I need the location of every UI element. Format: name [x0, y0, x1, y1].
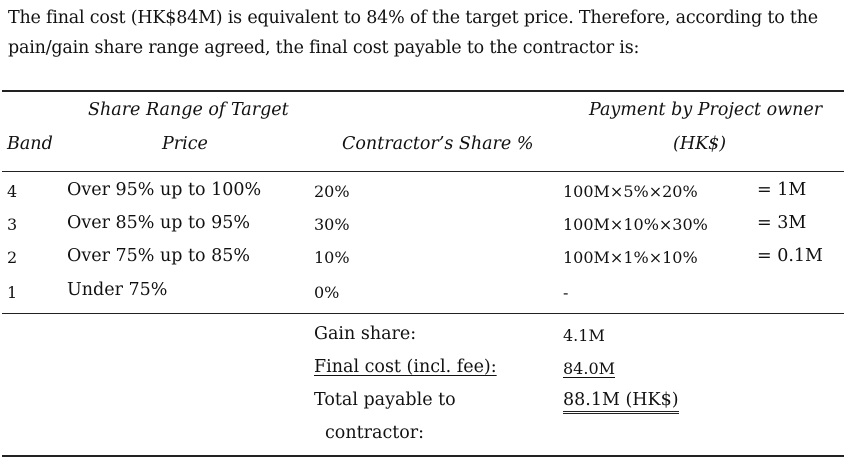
row-1-range: Under 75%: [67, 280, 168, 300]
body-bottom-rule: [2, 313, 844, 314]
row-4-result: = 1M: [757, 180, 807, 200]
intro-line-2: pain/gain share range agreed, the final …: [8, 38, 640, 58]
row-2-share: 10%: [314, 248, 350, 267]
header-share: Contractor’s Share %: [342, 134, 534, 154]
gain-share-label: Gain share:: [314, 324, 417, 344]
header-payment-line1: Payment by Project owner: [589, 100, 823, 120]
total-payable-label-line1: Total payable to: [314, 390, 456, 410]
table-top-rule: [2, 90, 844, 92]
header-range-line1: Share Range of Target: [88, 100, 289, 120]
intro-paragraph: The final cost (HK$84M) is equivalent to…: [8, 3, 843, 63]
total-payable-label-line2: contractor:: [325, 423, 425, 443]
row-3-band: 3: [7, 215, 18, 234]
final-cost-label: Final cost (incl. fee):: [314, 357, 497, 377]
row-4-calc: 100M×5%×20%: [563, 182, 698, 201]
row-3-range: Over 85% up to 95%: [67, 213, 251, 233]
total-payable-value: 88.1M (HK$): [563, 390, 679, 414]
row-1-share: 0%: [314, 283, 340, 302]
row-1-band: 1: [7, 283, 18, 302]
row-4-share: 20%: [314, 182, 350, 201]
row-2-calc: 100M×1%×10%: [563, 248, 698, 267]
row-3-share: 30%: [314, 215, 350, 234]
row-2-range: Over 75% up to 85%: [67, 246, 251, 266]
row-3-result: = 3M: [757, 213, 807, 233]
table-bottom-rule: [2, 455, 844, 457]
header-bottom-rule: [2, 171, 844, 172]
row-2-result: = 0.1M: [757, 246, 823, 266]
row-3-calc: 100M×10%×30%: [563, 215, 708, 234]
gain-share-value: 4.1M: [563, 326, 605, 345]
row-2-band: 2: [7, 248, 18, 267]
final-cost-value: 84.0M: [563, 359, 616, 378]
header-band: Band: [7, 134, 53, 154]
header-range-line2: Price: [162, 134, 208, 154]
row-1-calc: -: [563, 283, 569, 302]
row-4-band: 4: [7, 182, 18, 201]
row-4-range: Over 95% up to 100%: [67, 180, 262, 200]
header-payment-line2: (HK$): [673, 134, 727, 154]
intro-line-1: The final cost (HK$84M) is equivalent to…: [8, 8, 818, 28]
